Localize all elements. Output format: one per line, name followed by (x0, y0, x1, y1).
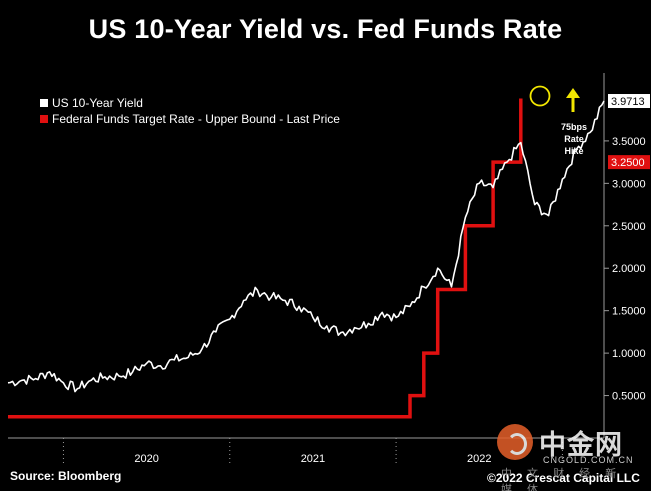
copyright-note: ©2022 Crescat Capital LLC (487, 471, 640, 485)
x-tick-label: 2020 (134, 453, 158, 465)
x-tick-label: 2021 (301, 453, 325, 465)
watermark-brand: 中金网 (539, 430, 623, 460)
legend-swatch-fed (40, 115, 48, 123)
series-line-fed-funds (8, 98, 523, 419)
y-tick-label: 2.0000 (612, 263, 646, 275)
highlight-circle (529, 85, 551, 107)
legend-item-fed: Federal Funds Target Rate - Upper Bound … (40, 111, 340, 127)
last-value-tag-yield: 3.9713 (611, 96, 645, 108)
y-tick-label: 0.5000 (612, 391, 646, 403)
last-value-tag-fed-bg (608, 155, 650, 170)
last-value-tag-yield-bg (608, 94, 650, 109)
chart-legend: US 10-Year Yield Federal Funds Target Ra… (36, 93, 344, 130)
annotation-arrow-head (566, 88, 580, 98)
x-tick-label: 2022 (467, 453, 491, 465)
watermark-logo: 中金网 CNGOLD.COM.CN 中 文 财 经 新 媒 体 (495, 420, 645, 491)
y-tick-label: 3.0000 (612, 178, 646, 190)
source-note: Source: Bloomberg (10, 469, 122, 483)
watermark-url: CNGOLD.COM.CN (543, 455, 634, 465)
y-tick-label: 1.0000 (612, 348, 646, 360)
legend-swatch-yield (40, 99, 48, 107)
chart-title: US 10-Year Yield vs. Fed Funds Rate (88, 14, 563, 44)
legend-item-yield: US 10-Year Yield (40, 95, 340, 111)
legend-label-yield: US 10-Year Yield (52, 96, 143, 110)
watermark-icon (497, 424, 533, 460)
annotation-text-line: Rate (564, 134, 584, 144)
y-tick-label: 2.5000 (612, 221, 646, 233)
y-tick-label: 3.5000 (612, 136, 646, 148)
annotation-text-line: Hike (564, 146, 583, 156)
legend-label-fed: Federal Funds Target Rate - Upper Bound … (52, 112, 340, 126)
watermark-tagline: 中 文 财 经 新 媒 体 (501, 468, 623, 491)
y-tick-label: 1.5000 (612, 306, 646, 318)
annotation-text-line: 75bps (561, 122, 587, 132)
last-value-tag-fed: 3.2500 (611, 157, 645, 169)
series-line-10y-yield (7, 100, 605, 393)
